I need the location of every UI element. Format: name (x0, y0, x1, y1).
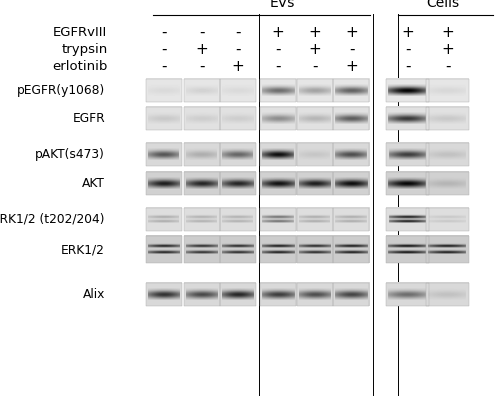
Bar (297, 236, 333, 263)
Text: +: + (441, 42, 454, 57)
Bar (220, 208, 256, 231)
Bar (146, 283, 182, 306)
Bar (220, 236, 256, 263)
Bar (334, 208, 370, 231)
Bar (184, 143, 220, 166)
Text: -: - (405, 42, 410, 57)
Text: pERK1/2 (t202/204): pERK1/2 (t202/204) (0, 213, 105, 226)
Text: -: - (199, 25, 204, 40)
Text: -: - (235, 25, 240, 40)
Bar (386, 236, 429, 263)
Bar (386, 79, 429, 102)
Text: +: + (231, 59, 244, 74)
Bar (146, 208, 182, 231)
Bar (184, 172, 220, 195)
Bar (146, 236, 182, 263)
Text: AKT: AKT (82, 177, 105, 190)
Bar (220, 107, 256, 130)
Bar (334, 283, 370, 306)
Bar (220, 79, 256, 102)
Bar (146, 107, 182, 130)
Text: +: + (401, 25, 414, 40)
Text: +: + (272, 25, 284, 40)
Bar (220, 172, 256, 195)
Text: +: + (441, 25, 454, 40)
Bar (386, 208, 429, 231)
Bar (220, 283, 256, 306)
Bar (146, 143, 182, 166)
Text: -: - (199, 59, 204, 74)
Text: -: - (349, 42, 354, 57)
Bar (260, 283, 296, 306)
Text: erlotinib: erlotinib (52, 60, 108, 73)
Bar (146, 172, 182, 195)
Bar (426, 236, 469, 263)
Bar (146, 79, 182, 102)
Text: -: - (161, 25, 167, 40)
Bar (297, 107, 333, 130)
Bar (334, 79, 370, 102)
Text: Cells: Cells (426, 0, 459, 10)
Bar (184, 236, 220, 263)
Bar (426, 143, 469, 166)
Text: EGFRvIII: EGFRvIII (53, 26, 108, 39)
Bar (184, 208, 220, 231)
Text: -: - (235, 42, 240, 57)
Text: Alix: Alix (82, 288, 105, 301)
Bar (260, 79, 296, 102)
Text: +: + (345, 25, 358, 40)
Bar (260, 236, 296, 263)
Text: trypsin: trypsin (61, 43, 108, 56)
Bar (334, 172, 370, 195)
Bar (334, 236, 370, 263)
Bar (426, 283, 469, 306)
Bar (184, 283, 220, 306)
Bar (260, 143, 296, 166)
Text: EVs: EVs (270, 0, 295, 10)
Text: -: - (161, 42, 167, 57)
Bar (297, 143, 333, 166)
Text: EGFR: EGFR (72, 112, 105, 125)
Text: -: - (161, 59, 167, 74)
Bar (386, 143, 429, 166)
Bar (334, 107, 370, 130)
Text: +: + (308, 25, 322, 40)
Bar (386, 172, 429, 195)
Text: +: + (308, 42, 322, 57)
Text: -: - (312, 59, 318, 74)
Bar (260, 107, 296, 130)
Text: pEGFR(y1068): pEGFR(y1068) (17, 84, 105, 97)
Bar (426, 107, 469, 130)
Bar (426, 172, 469, 195)
Text: -: - (405, 59, 410, 74)
Bar (297, 79, 333, 102)
Bar (297, 172, 333, 195)
Text: -: - (445, 59, 450, 74)
Bar (297, 208, 333, 231)
Bar (426, 208, 469, 231)
Text: -: - (275, 42, 281, 57)
Bar (386, 107, 429, 130)
Text: pAKT(s473): pAKT(s473) (35, 148, 105, 162)
Bar (184, 107, 220, 130)
Bar (386, 283, 429, 306)
Bar (260, 208, 296, 231)
Bar (426, 79, 469, 102)
Text: -: - (275, 59, 281, 74)
Text: ERK1/2: ERK1/2 (61, 243, 105, 257)
Bar (297, 283, 333, 306)
Bar (220, 143, 256, 166)
Bar (260, 172, 296, 195)
Bar (184, 79, 220, 102)
Text: +: + (345, 59, 358, 74)
Bar (334, 143, 370, 166)
Text: +: + (195, 42, 208, 57)
